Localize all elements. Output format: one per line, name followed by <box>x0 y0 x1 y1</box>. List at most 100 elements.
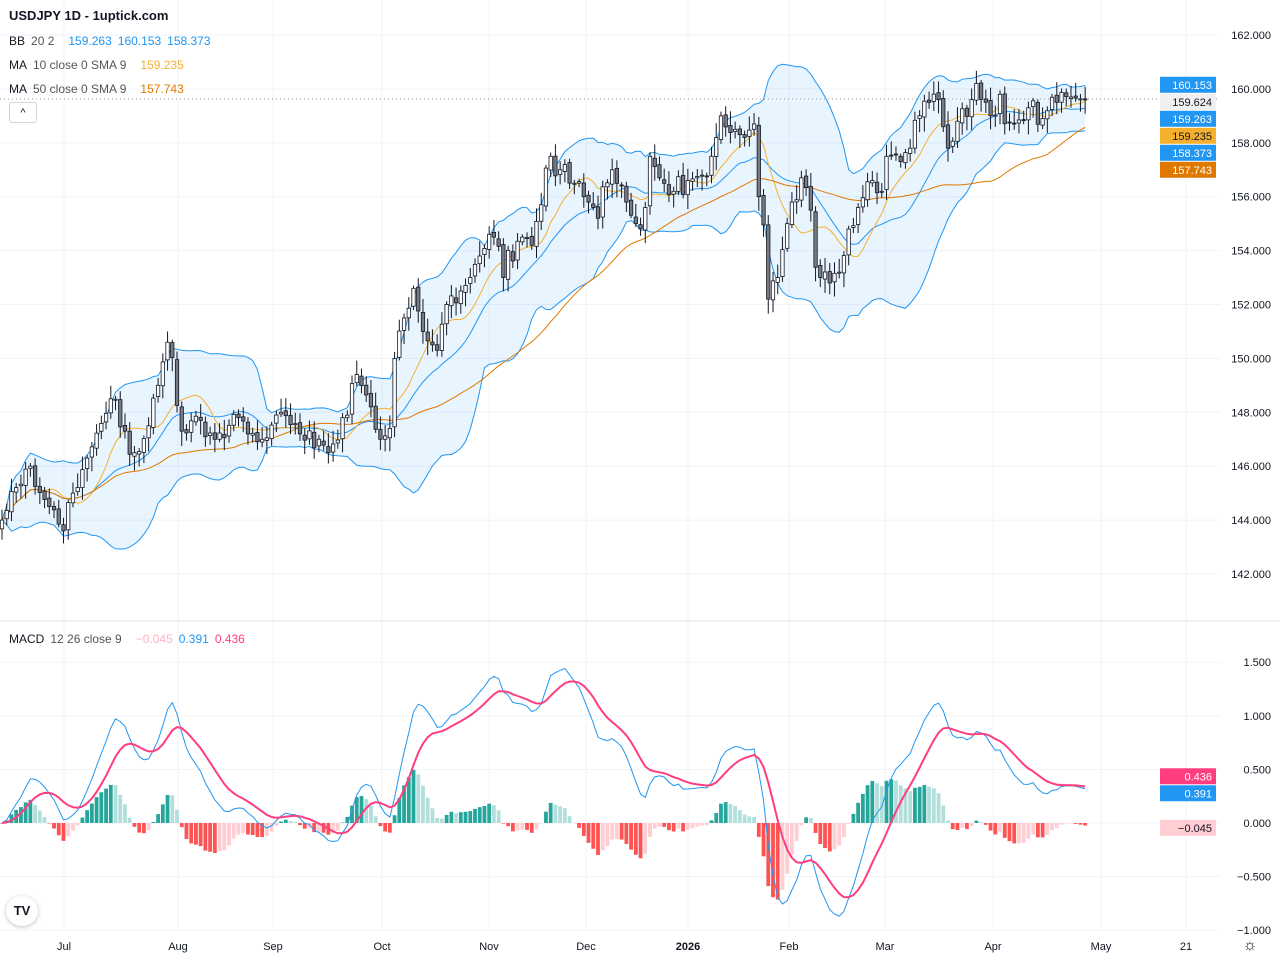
candle <box>1026 101 1031 135</box>
legend-ma10[interactable]: MA 10 close 0 SMA 9 159.235 <box>9 58 190 72</box>
candle-body <box>813 211 818 268</box>
macd-histogram-bar <box>61 823 66 841</box>
candle-body <box>979 82 984 100</box>
time-axis-label: Jul <box>57 941 71 953</box>
candle-body <box>99 423 104 432</box>
legend-macd-hist: −0.045 <box>135 632 173 646</box>
price-axis-label: 144.000 <box>1231 515 1271 527</box>
candle-body <box>893 153 899 156</box>
candle <box>335 429 340 449</box>
time-axis-label: Apr <box>984 941 1001 953</box>
price-axis-label: 150.000 <box>1231 353 1271 365</box>
candle-body <box>851 225 856 228</box>
macd-histogram-bar <box>615 823 619 840</box>
candle-body <box>349 383 355 415</box>
candle-body <box>955 120 960 142</box>
macd-histogram-bar <box>42 817 47 823</box>
candle <box>610 158 615 199</box>
candle-body <box>917 115 922 119</box>
time-axis-label: Nov <box>479 941 499 953</box>
candle <box>4 503 9 526</box>
price-tag-bg <box>1160 161 1216 178</box>
candle <box>770 271 776 313</box>
macd-histogram-bar <box>775 823 780 900</box>
candle <box>42 487 47 509</box>
candle-body <box>846 228 851 256</box>
candle <box>28 462 33 477</box>
settings-icon[interactable]: ☼ <box>1242 937 1258 954</box>
macd-histogram-bar <box>837 823 842 846</box>
time-axis-label: Feb <box>780 941 799 953</box>
candle <box>884 144 889 200</box>
candle-body <box>510 251 515 262</box>
macd-histogram-bar <box>917 786 922 823</box>
candle <box>751 113 757 136</box>
macd-axis-label: 0.000 <box>1243 818 1271 830</box>
candle <box>1054 82 1059 115</box>
candle-body <box>676 176 681 192</box>
candle-body <box>681 174 686 195</box>
candle <box>250 427 255 443</box>
candle-body <box>1016 119 1022 124</box>
candle <box>378 416 383 450</box>
macd-histogram-bar <box>179 823 184 828</box>
macd-histogram-bar <box>719 803 723 823</box>
candle-body <box>723 114 728 128</box>
candle-body <box>170 342 175 359</box>
macd-histogram-bar <box>851 813 856 823</box>
candle-body <box>506 249 511 280</box>
candle-body <box>761 194 766 226</box>
candle <box>586 190 591 214</box>
macd-histogram-bar <box>132 823 137 827</box>
candle-body <box>822 271 828 280</box>
candle <box>293 412 298 435</box>
tradingview-logo[interactable]: TV <box>6 896 38 926</box>
candle <box>463 278 468 307</box>
candle-body <box>657 164 662 179</box>
candle-body <box>1040 118 1045 126</box>
collapse-legend-button[interactable]: ^ <box>9 102 37 123</box>
macd-histogram-bar <box>633 823 638 855</box>
price-tag-bg <box>1160 144 1216 161</box>
candle <box>1012 109 1017 130</box>
macd-histogram-bar <box>454 813 458 823</box>
candle <box>174 351 180 413</box>
candle <box>591 192 596 211</box>
candle <box>666 171 672 203</box>
macd-histogram-bar <box>227 823 231 846</box>
candle-body <box>945 124 951 149</box>
macd-histogram-bar <box>927 786 931 823</box>
candle-body <box>340 417 345 440</box>
candle-body <box>714 137 719 157</box>
candle-body <box>780 249 785 277</box>
macd-histogram-bar <box>733 806 738 823</box>
candle <box>1083 86 1088 114</box>
macd-histogram-bar <box>832 823 837 850</box>
candle-body <box>718 115 724 140</box>
candle <box>903 149 908 169</box>
candle <box>241 407 246 433</box>
candle-body <box>359 375 364 386</box>
price-axis-label: 160.000 <box>1231 84 1271 96</box>
macd-histogram-bar <box>52 823 56 829</box>
price-tags: 160.153 159.624 159.263 159.235 158.373 157.7… <box>1160 76 1216 836</box>
candle <box>203 416 208 447</box>
legend-macd[interactable]: MACD 12 26 close 9 −0.045 0.391 0.436 <box>9 632 251 646</box>
candle-body <box>345 414 350 419</box>
macd-histogram-bar <box>156 814 160 823</box>
candle-body <box>274 414 279 424</box>
candle-body <box>619 184 624 187</box>
candle-body <box>837 271 842 274</box>
legend-ma50[interactable]: MA 50 close 0 SMA 9 157.743 <box>9 82 190 96</box>
candle-body <box>1054 94 1059 103</box>
macd-histogram-bar <box>444 814 449 823</box>
candle <box>889 141 894 160</box>
candle <box>567 158 572 189</box>
price-tag-label: 159.263 <box>1172 114 1212 126</box>
candle <box>487 226 492 259</box>
price-tag-bg <box>1160 110 1216 127</box>
legend-bb[interactable]: BB 20 2 159.263 160.153 158.373 <box>9 34 217 48</box>
candle <box>51 501 57 519</box>
candle <box>657 156 662 181</box>
